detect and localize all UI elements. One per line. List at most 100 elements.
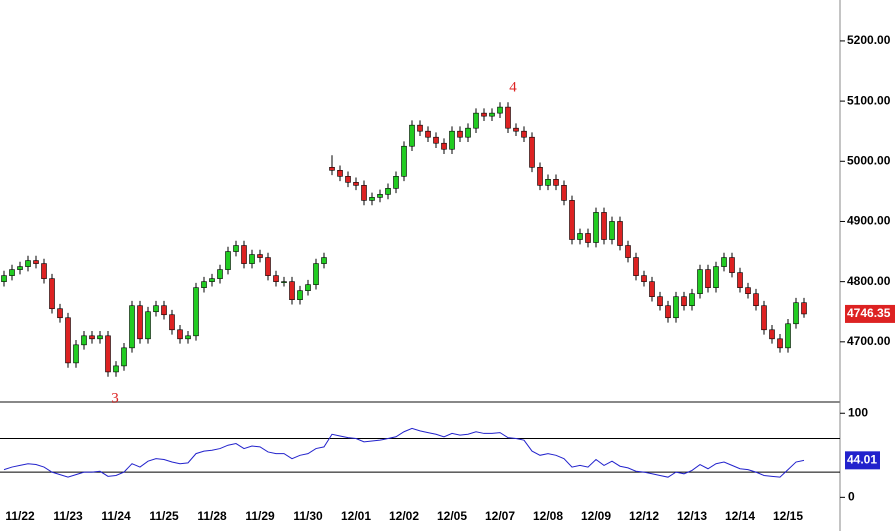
- x-tick-label: 12/12: [629, 509, 659, 523]
- candle-body: [745, 287, 751, 294]
- candle-body: [729, 257, 735, 273]
- candle-body: [313, 263, 319, 285]
- candle-body: [297, 290, 303, 300]
- candle-body: [9, 269, 15, 276]
- x-tick-label: 12/13: [677, 509, 707, 523]
- candle-body: [553, 179, 559, 186]
- candle-body: [121, 347, 127, 367]
- candle-body: [105, 335, 111, 373]
- candle-body: [697, 269, 703, 294]
- x-tick-label: 12/08: [533, 509, 563, 523]
- candle-body: [177, 329, 183, 340]
- candle-body: [801, 302, 807, 315]
- rsi-line: [3, 427, 805, 478]
- candle-body: [33, 260, 39, 264]
- candle-body: [569, 200, 575, 240]
- candle-body: [433, 136, 439, 144]
- candle-body: [257, 254, 263, 258]
- candle-body: [609, 221, 615, 240]
- candle-body: [713, 266, 719, 288]
- candle-body: [681, 296, 687, 307]
- candle-body: [489, 112, 495, 117]
- candle-body: [73, 344, 79, 364]
- candle-body: [361, 185, 367, 201]
- candle-body: [337, 170, 343, 177]
- candle-body: [129, 305, 135, 349]
- candle-body: [793, 302, 799, 325]
- candle-body: [305, 284, 311, 291]
- y-tick-label: 100: [848, 405, 868, 419]
- candle-body: [465, 127, 471, 138]
- y-tick-label: 4800.00: [847, 274, 891, 288]
- x-tick-label: 12/15: [773, 509, 803, 523]
- candle-body: [137, 305, 143, 340]
- y-tick-label: 4900.00: [847, 214, 891, 228]
- wave-annotation: 3: [111, 390, 119, 406]
- candle-body: [769, 329, 775, 340]
- y-tick-label: 5000.00: [847, 153, 891, 167]
- candle-body: [785, 323, 791, 349]
- candle-body: [673, 296, 679, 319]
- candle-body: [393, 176, 399, 189]
- candle-body: [81, 335, 87, 346]
- y-tick-label: 4700.00: [847, 334, 891, 348]
- last-price-box: [845, 304, 895, 323]
- candle-body: [617, 221, 623, 246]
- x-tick-label: 11/28: [197, 509, 227, 523]
- x-tick-label: 12/14: [725, 509, 755, 523]
- candle-body: [441, 142, 447, 150]
- candle-body: [593, 212, 599, 243]
- candle-body: [473, 112, 479, 129]
- x-tick-label: 11/24: [101, 509, 131, 523]
- candle-body: [321, 257, 327, 264]
- candle-body: [225, 251, 231, 270]
- candle-body: [385, 188, 391, 195]
- candle-body: [705, 269, 711, 288]
- candle-body: [25, 260, 31, 267]
- y-tick-label: 5200.00: [847, 33, 891, 47]
- candle-body: [761, 305, 767, 331]
- candle-body: [193, 287, 199, 337]
- x-tick-label: 11/23: [53, 509, 83, 523]
- candle-body: [721, 257, 727, 267]
- candle-body: [249, 254, 255, 264]
- last-rsi-label: 44.01: [847, 453, 877, 467]
- candle-body: [97, 335, 103, 340]
- candle-body: [17, 266, 23, 270]
- candle-body: [537, 166, 543, 186]
- candle-body: [521, 130, 527, 138]
- candle-body: [217, 269, 223, 279]
- x-tick-label: 11/22: [5, 509, 35, 523]
- candle-body: [401, 145, 407, 177]
- candle-body: [377, 194, 383, 198]
- candle-body: [665, 305, 671, 319]
- candle-body: [153, 305, 159, 313]
- candle-body: [265, 257, 271, 276]
- candle-body: [561, 185, 567, 201]
- candle-body: [49, 278, 55, 310]
- candle-body: [481, 112, 487, 117]
- candle-body: [633, 257, 639, 276]
- candle-body: [649, 281, 655, 297]
- x-tick-label: 12/09: [581, 509, 611, 523]
- x-tick-label: 12/07: [485, 509, 515, 523]
- candle-body: [169, 314, 175, 331]
- candle-body: [505, 106, 511, 129]
- candle-body: [113, 365, 119, 373]
- y-tick-label: 5100.00: [847, 93, 891, 107]
- candle-body: [625, 245, 631, 258]
- candle-body: [689, 293, 695, 307]
- candle-body: [585, 233, 591, 243]
- x-tick-label: 11/30: [293, 509, 323, 523]
- candle-body: [57, 308, 63, 319]
- candle-body: [777, 338, 783, 349]
- candle-body: [329, 166, 335, 171]
- candle-body: [145, 311, 151, 340]
- x-tick-label: 11/29: [245, 509, 275, 523]
- candle-body: [529, 136, 535, 168]
- candle-body: [657, 296, 663, 307]
- candle-body: [273, 275, 279, 282]
- candle-body: [737, 272, 743, 288]
- candle-body: [417, 124, 423, 132]
- candle-body: [577, 233, 583, 240]
